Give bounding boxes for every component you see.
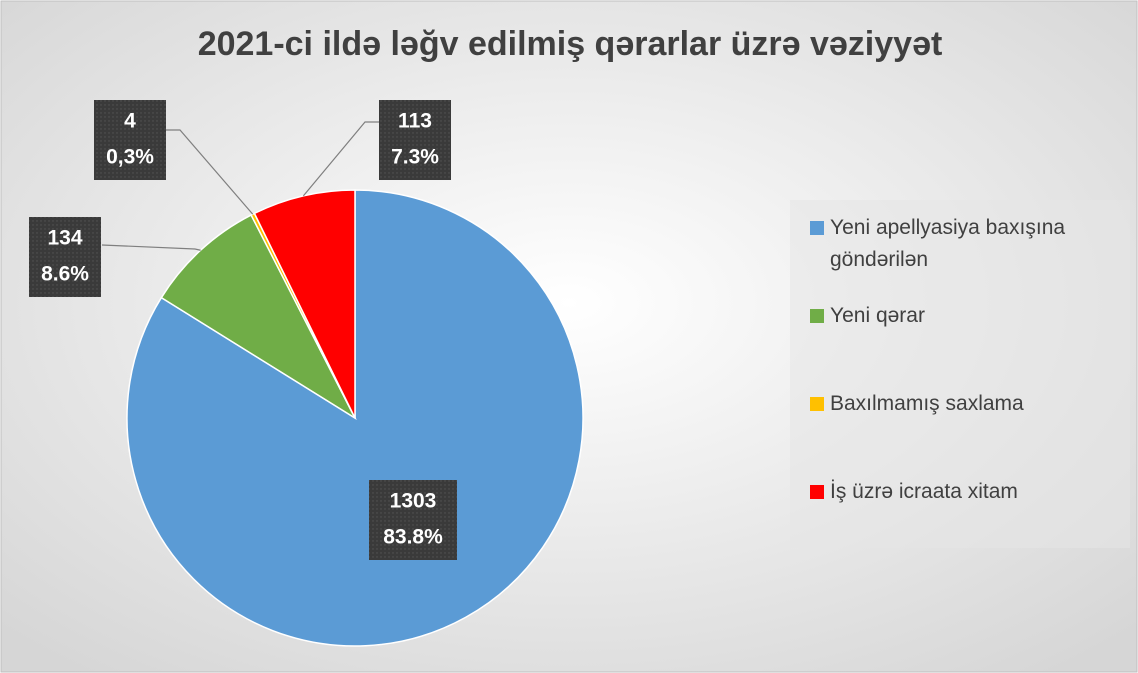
data-label-value: 113 (398, 110, 432, 133)
data-label-percent: 7.3% (391, 146, 439, 169)
legend: Yeni apellyasiya baxışına göndərilən Yeni… (790, 200, 1130, 548)
legend-label: İş üzrə icraata xitam (830, 480, 1018, 503)
leader-line (302, 121, 380, 197)
legend-swatch (810, 485, 824, 499)
data-label-box (94, 100, 166, 180)
data-label-value: 4 (124, 110, 136, 133)
leader-line (165, 129, 254, 215)
legend-entry: İş üzrə icraata xitam (810, 476, 1120, 564)
data-label-percent: 8.6% (41, 263, 89, 286)
legend-label: Baxılmamış saxlama (830, 392, 1024, 415)
data-label-box (369, 480, 457, 560)
legend-label: Yeni qərar (830, 304, 925, 327)
legend-swatch (810, 397, 824, 411)
pie-slice (253, 189, 356, 419)
legend-label: Yeni apellyasiya baxışına göndərilən (830, 216, 1066, 271)
legend-entry: Yeni qərar (810, 300, 1120, 388)
legend-entry: Baxılmamış saxlama (810, 388, 1120, 476)
data-label-box (29, 217, 101, 297)
data-label-percent: 83.8% (383, 526, 443, 549)
leader-line (101, 244, 201, 251)
legend-entry: Yeni apellyasiya baxışına göndərilən (810, 212, 1120, 300)
data-label-value: 1303 (390, 490, 437, 513)
data-label-percent: 0,3% (106, 146, 154, 169)
data-label-box (379, 100, 451, 180)
data-label-value: 134 (47, 227, 82, 250)
chart-title: 2021-ci ildə ləğv edilmiş qərarlar üzrə … (198, 25, 943, 63)
legend-swatch (810, 309, 824, 323)
legend-swatch (810, 221, 824, 235)
